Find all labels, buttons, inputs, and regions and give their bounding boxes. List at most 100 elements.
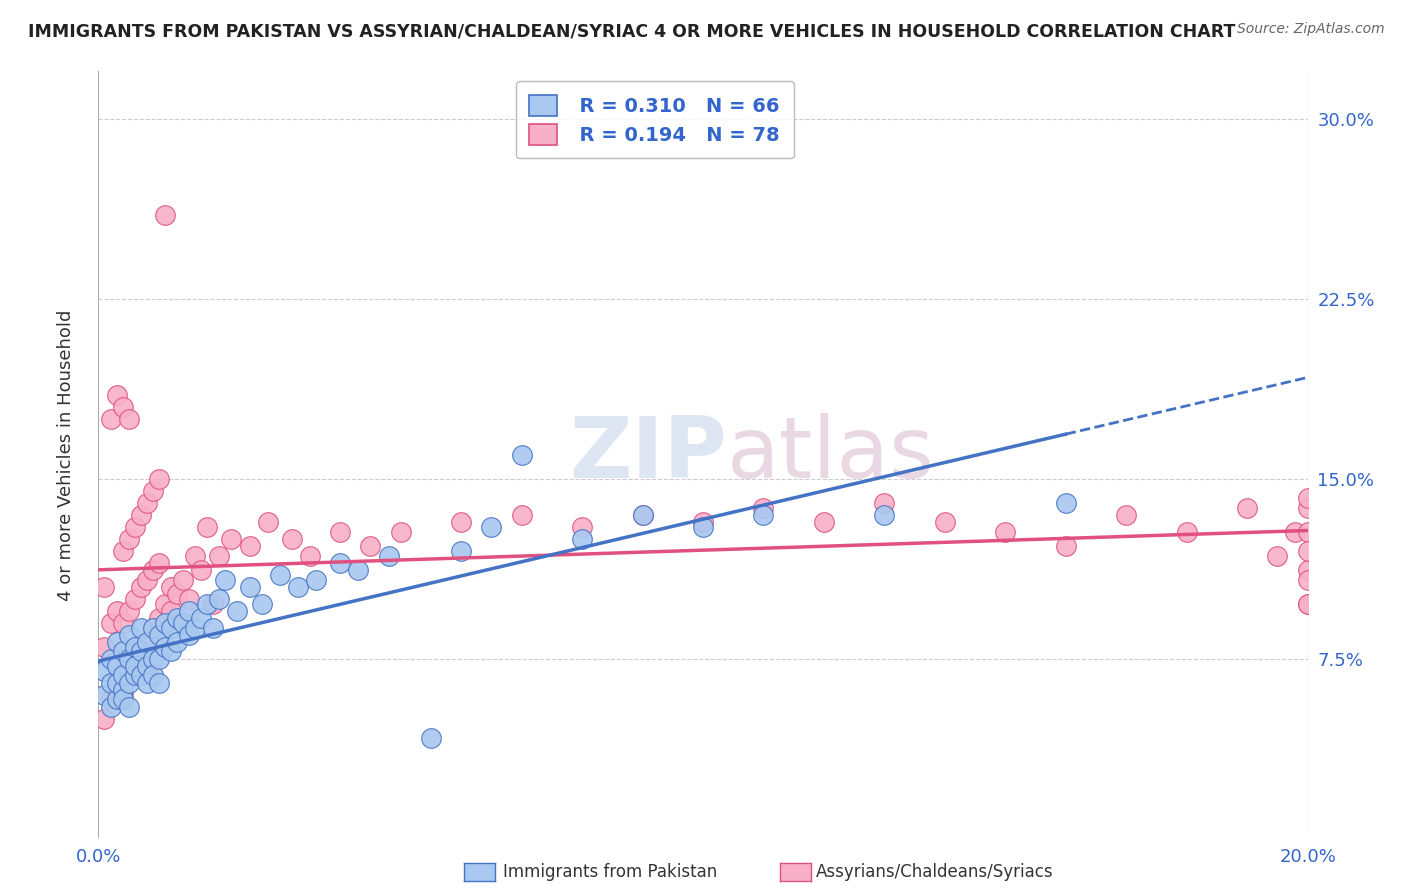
Point bbox=[226, 604, 249, 618]
Point bbox=[166, 611, 188, 625]
Point bbox=[1296, 597, 1319, 611]
Point bbox=[93, 640, 115, 654]
Point bbox=[166, 587, 188, 601]
Point bbox=[129, 580, 152, 594]
Point bbox=[389, 524, 412, 539]
Point bbox=[100, 412, 122, 426]
Point bbox=[190, 563, 212, 577]
Point bbox=[179, 591, 201, 606]
Point bbox=[142, 483, 165, 498]
Text: Assyrians/Chaldeans/Syriacs: Assyrians/Chaldeans/Syriacs bbox=[815, 863, 1053, 881]
Point bbox=[481, 520, 503, 534]
Point bbox=[179, 628, 201, 642]
Point bbox=[208, 549, 231, 563]
Point bbox=[153, 615, 176, 630]
Point bbox=[118, 675, 141, 690]
Point bbox=[160, 621, 183, 635]
Point bbox=[166, 635, 188, 649]
Point bbox=[105, 635, 128, 649]
Point bbox=[142, 651, 165, 665]
Point bbox=[160, 644, 183, 658]
Point bbox=[111, 400, 134, 414]
Point bbox=[172, 615, 194, 630]
Point bbox=[124, 520, 146, 534]
Point bbox=[118, 699, 141, 714]
Point bbox=[93, 688, 115, 702]
Point bbox=[347, 563, 370, 577]
Point bbox=[202, 621, 225, 635]
Point bbox=[135, 659, 157, 673]
Point bbox=[148, 651, 170, 665]
Point bbox=[239, 580, 262, 594]
Point bbox=[118, 628, 141, 642]
Point bbox=[179, 604, 201, 618]
Point bbox=[571, 520, 593, 534]
Point bbox=[135, 635, 157, 649]
Point bbox=[184, 621, 207, 635]
Point bbox=[329, 556, 352, 570]
Point bbox=[1115, 508, 1137, 522]
Point bbox=[105, 604, 128, 618]
Point bbox=[1236, 500, 1258, 515]
Point bbox=[93, 580, 115, 594]
Point bbox=[111, 682, 134, 697]
Point bbox=[129, 621, 152, 635]
Point bbox=[118, 604, 141, 618]
Point bbox=[153, 640, 176, 654]
Point bbox=[1296, 573, 1319, 587]
Point bbox=[631, 508, 654, 522]
Point bbox=[329, 524, 352, 539]
Point bbox=[135, 496, 157, 510]
Point bbox=[692, 520, 714, 534]
Point bbox=[105, 675, 128, 690]
Point bbox=[129, 644, 152, 658]
Point bbox=[105, 659, 128, 673]
Point bbox=[631, 508, 654, 522]
Point bbox=[239, 539, 262, 553]
Point bbox=[873, 508, 896, 522]
Point bbox=[111, 615, 134, 630]
Point bbox=[692, 515, 714, 529]
Point bbox=[287, 580, 309, 594]
Point bbox=[752, 500, 775, 515]
Point bbox=[571, 532, 593, 546]
Point bbox=[100, 615, 122, 630]
Point bbox=[142, 563, 165, 577]
Point bbox=[124, 591, 146, 606]
Point bbox=[450, 544, 472, 558]
Point bbox=[190, 611, 212, 625]
Point bbox=[202, 597, 225, 611]
Point bbox=[118, 412, 141, 426]
Point bbox=[100, 699, 122, 714]
Point bbox=[135, 635, 157, 649]
Point bbox=[118, 532, 141, 546]
Point bbox=[1054, 496, 1077, 510]
Point bbox=[100, 675, 122, 690]
Point bbox=[360, 539, 382, 553]
Point bbox=[195, 520, 218, 534]
Point bbox=[111, 544, 134, 558]
Point bbox=[934, 515, 956, 529]
Point bbox=[105, 675, 128, 690]
Point bbox=[93, 712, 115, 726]
Point bbox=[214, 573, 236, 587]
Text: atlas: atlas bbox=[727, 413, 935, 497]
Point bbox=[124, 659, 146, 673]
Point bbox=[1054, 539, 1077, 553]
Point bbox=[118, 651, 141, 665]
Point bbox=[250, 597, 273, 611]
Text: Immigrants from Pakistan: Immigrants from Pakistan bbox=[503, 863, 717, 881]
Point bbox=[124, 659, 146, 673]
Point bbox=[129, 508, 152, 522]
Point bbox=[752, 508, 775, 522]
Point bbox=[195, 597, 218, 611]
Point bbox=[153, 597, 176, 611]
Point bbox=[160, 604, 183, 618]
Point bbox=[100, 692, 122, 706]
Point bbox=[221, 532, 243, 546]
Point bbox=[100, 651, 122, 665]
Point bbox=[208, 591, 231, 606]
Point bbox=[105, 388, 128, 402]
Text: IMMIGRANTS FROM PAKISTAN VS ASSYRIAN/CHALDEAN/SYRIAC 4 OR MORE VEHICLES IN HOUSE: IMMIGRANTS FROM PAKISTAN VS ASSYRIAN/CHA… bbox=[28, 22, 1236, 40]
Point bbox=[269, 567, 291, 582]
